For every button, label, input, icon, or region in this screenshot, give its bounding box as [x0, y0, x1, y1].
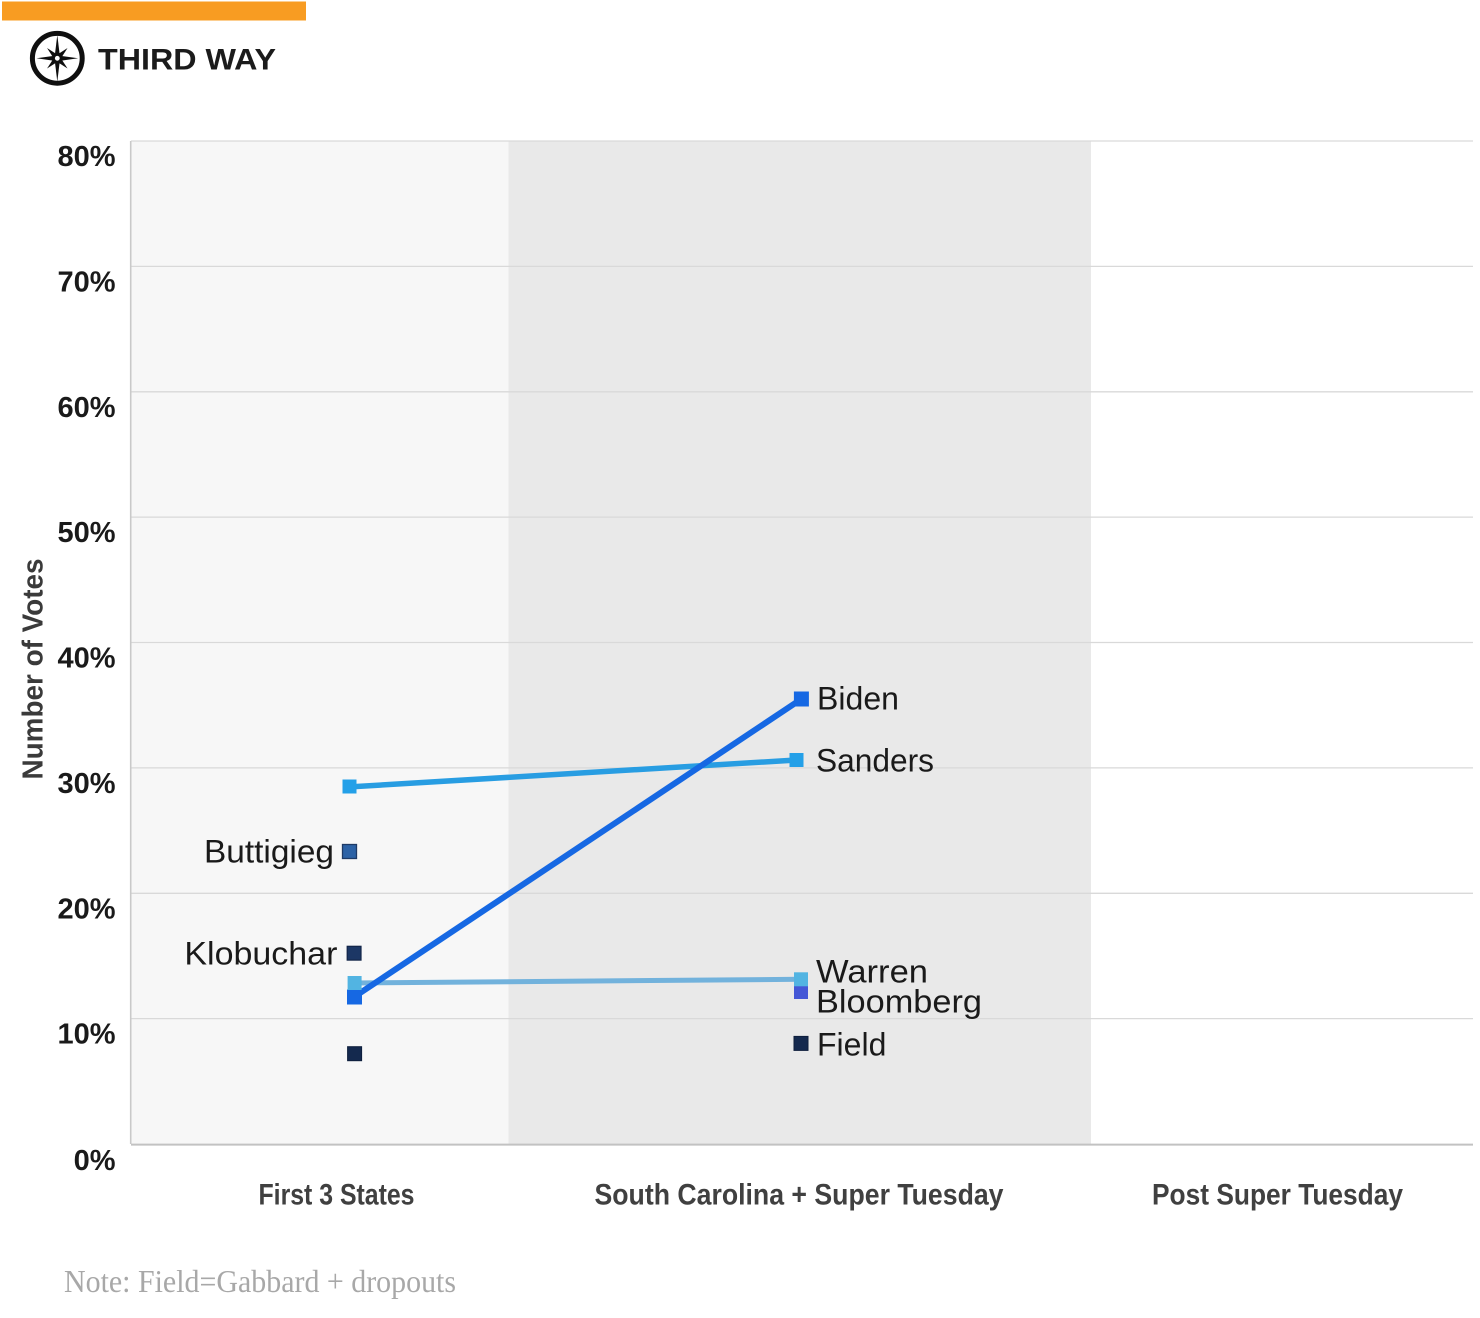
svg-text:First 3 States: First 3 States: [259, 1178, 415, 1211]
svg-text:Bloomberg: Bloomberg: [816, 984, 982, 1020]
svg-text:Number of Votes: Number of Votes: [17, 559, 49, 780]
svg-text:Sanders: Sanders: [816, 743, 934, 779]
svg-text:Field: Field: [817, 1027, 886, 1063]
svg-text:Warren: Warren: [816, 954, 928, 990]
svg-text:40%: 40%: [57, 643, 115, 675]
svg-text:70%: 70%: [57, 266, 115, 298]
svg-text:Post Super Tuesday: Post Super Tuesday: [1152, 1178, 1403, 1211]
svg-text:Note: Field=Gabbard + dropouts: Note: Field=Gabbard + dropouts: [64, 1263, 456, 1299]
svg-text:60%: 60%: [57, 392, 115, 424]
svg-text:Buttigieg: Buttigieg: [204, 834, 334, 870]
svg-text:50%: 50%: [57, 517, 115, 549]
svg-text:Klobuchar: Klobuchar: [184, 936, 337, 972]
svg-text:THIRD WAY: THIRD WAY: [98, 43, 276, 76]
svg-text:0%: 0%: [74, 1145, 116, 1177]
svg-text:South Carolina + Super Tuesday: South Carolina + Super Tuesday: [595, 1178, 1004, 1211]
svg-text:Biden: Biden: [817, 681, 899, 717]
svg-text:80%: 80%: [57, 141, 115, 173]
svg-text:20%: 20%: [57, 893, 115, 925]
svg-text:30%: 30%: [57, 768, 115, 800]
svg-text:10%: 10%: [57, 1019, 115, 1051]
